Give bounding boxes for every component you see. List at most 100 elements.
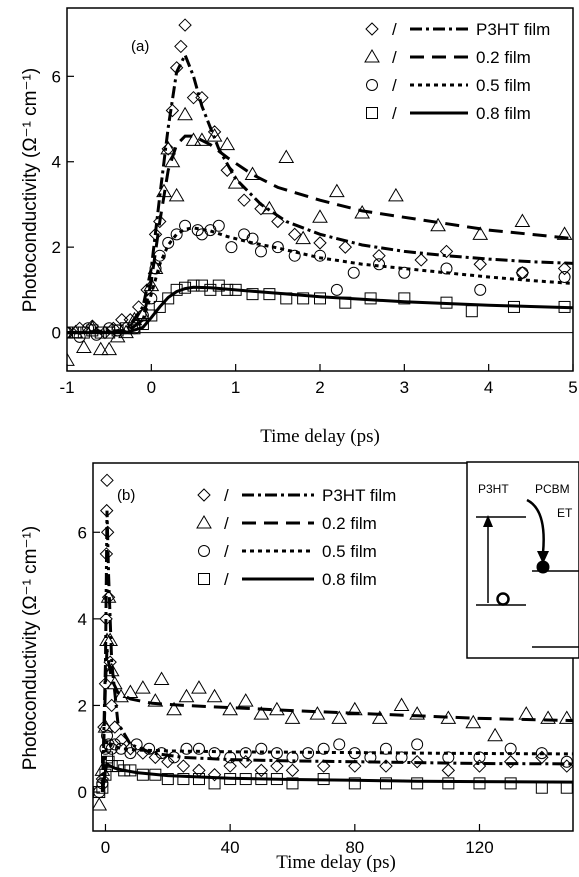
data-point (411, 777, 424, 790)
data-point (388, 187, 404, 202)
data-point (270, 747, 283, 760)
data-point (239, 755, 253, 769)
data-point (224, 751, 237, 764)
data-point (338, 240, 353, 254)
data-point (67, 325, 74, 340)
data-point (103, 655, 117, 669)
data-point (560, 755, 573, 768)
data-point (487, 727, 503, 742)
data-point (253, 706, 270, 720)
data-point (131, 300, 146, 314)
data-point (331, 710, 348, 724)
data-point (93, 797, 108, 811)
data-point (348, 777, 361, 790)
data-point (302, 747, 315, 760)
data-point (99, 612, 113, 626)
x-tick-label: 2 (315, 378, 324, 397)
data-point (143, 742, 156, 755)
y-axis-title-b: Photoconductivity (Ω⁻¹ cm⁻¹) (20, 526, 41, 770)
data-point (111, 324, 124, 337)
data-point (101, 729, 114, 742)
data-point (255, 773, 268, 786)
data-point (504, 777, 517, 790)
data-point (330, 283, 343, 296)
data-point (161, 773, 174, 786)
data-point (115, 313, 129, 327)
legend-label: 0.8 film (322, 570, 377, 589)
data-point (411, 738, 424, 751)
panel-label-b: (b) (117, 487, 135, 504)
x-axis-title-a: Time delay (ps) (260, 426, 380, 447)
data-point (102, 738, 115, 751)
data-point (379, 759, 393, 773)
data-point (120, 322, 133, 335)
data-point (379, 777, 392, 790)
data-point (246, 232, 259, 245)
inset-energy-diagram: P3HT PCBM ET (466, 461, 579, 659)
data-point (261, 200, 278, 215)
data-point (313, 236, 327, 250)
data-point (285, 763, 300, 778)
data-point (166, 701, 182, 716)
legend-slash: / (392, 104, 397, 123)
y-tick-label: 0 (52, 324, 61, 343)
data-point (104, 698, 119, 713)
data-point (73, 330, 86, 343)
y-tick-label: 6 (52, 67, 61, 86)
data-point (373, 258, 386, 271)
data-point (162, 292, 175, 305)
data-point (134, 680, 151, 694)
data-point (317, 773, 330, 786)
data-point (140, 283, 154, 297)
data-point (540, 710, 556, 724)
data-point (155, 747, 168, 760)
x-axis-title-b: Time delay (ps) (276, 852, 396, 873)
data-point (286, 751, 299, 764)
data-point (94, 326, 107, 339)
data-point (503, 755, 518, 769)
fit-line (67, 134, 573, 335)
x-tick-label: 80 (345, 838, 364, 857)
data-point (170, 283, 183, 296)
data-point (514, 213, 531, 228)
data-point (95, 772, 110, 786)
data-point (153, 671, 170, 685)
data-point (176, 759, 191, 773)
data-point (288, 249, 301, 262)
data-point (153, 249, 166, 262)
data-point (67, 352, 75, 366)
data-point (105, 760, 118, 773)
data-point (270, 759, 284, 773)
data-point (225, 241, 238, 254)
data-point (560, 781, 573, 794)
data-point (295, 230, 312, 245)
legend-label: 0.2 film (476, 48, 531, 67)
legend-label: 0.5 film (476, 76, 531, 95)
data-point (191, 680, 207, 694)
legend-marker (365, 22, 379, 36)
data-point (221, 283, 234, 296)
fit-line (67, 285, 573, 335)
data-point (557, 261, 572, 276)
data-point (106, 675, 123, 690)
y-axis-title-a: Photoconductivity (Ω⁻¹ cm⁻¹) (20, 68, 41, 312)
data-point (348, 747, 361, 760)
data-point (187, 279, 200, 292)
data-point (177, 106, 193, 121)
data-point (238, 228, 251, 241)
data-point (465, 714, 482, 729)
data-point (153, 300, 166, 313)
data-point (96, 781, 109, 794)
data-point (100, 503, 114, 518)
data-point (100, 589, 117, 603)
legend-marker (198, 545, 210, 557)
data-point (161, 142, 175, 156)
data-point (441, 763, 456, 778)
data-point (219, 136, 236, 151)
data-point (118, 764, 131, 777)
data-point (162, 236, 175, 249)
data-point (174, 39, 188, 54)
data-point (284, 710, 301, 724)
data-point (122, 684, 139, 698)
